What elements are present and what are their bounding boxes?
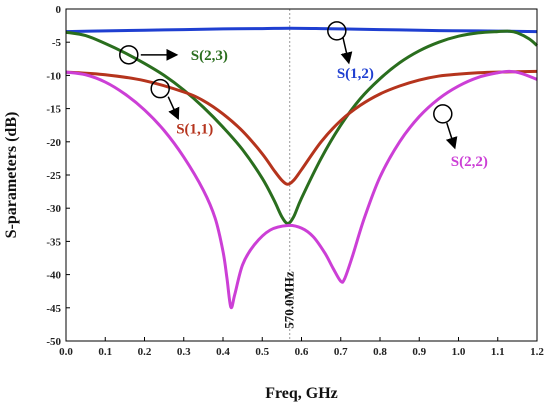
x-tick-label: 0.1: [98, 346, 112, 358]
x-tick-label: 0.6: [295, 346, 309, 358]
annotation-circle: [119, 45, 139, 65]
x-tick-label: 0.2: [138, 346, 152, 358]
y-tick-label: -15: [46, 104, 61, 116]
x-tick-label: 1.1: [491, 346, 505, 358]
annotation-circle: [433, 104, 453, 124]
annotation-arrow: [167, 96, 180, 121]
series-line-12: [65, 26, 538, 34]
x-axis-title: Freq, GHz: [265, 385, 338, 402]
x-tick-label: 0.4: [216, 346, 230, 358]
y-tick-label: -35: [46, 236, 61, 248]
y-tick-label: -40: [46, 270, 61, 282]
y-tick-label: -25: [46, 170, 61, 182]
annotation-arrow: [340, 36, 353, 65]
series-label: S(1,2): [337, 66, 374, 82]
series-line-23: [65, 29, 538, 225]
annotation-arrow: [445, 122, 458, 150]
y-tick-label: -10: [46, 70, 61, 82]
y-tick-label: -5: [52, 37, 62, 49]
y-axis-ticks: 0 -5 -10 -15 -20 -25 -30 -35 -40 -45 -50: [46, 4, 70, 348]
x-tick-label: 0.9: [412, 346, 426, 358]
series-label: S(2,3): [191, 48, 228, 64]
annotation-circle: [327, 21, 347, 41]
y-tick-label: -50: [46, 336, 61, 348]
annotation-circle: [150, 78, 170, 99]
series-lines: [65, 26, 538, 310]
x-tick-label: 0.8: [373, 346, 387, 358]
x-tick-label: 0.3: [177, 346, 191, 358]
y-axis-title: S-parameters (dB): [3, 112, 20, 239]
series-line-22: [65, 69, 538, 310]
y-tick-label: -30: [46, 203, 61, 215]
y-tick-label: -45: [46, 303, 61, 315]
x-tick-label: 0.5: [255, 346, 269, 358]
x-tick-label: 1.0: [452, 346, 466, 358]
series-label: S(2,2): [451, 154, 488, 170]
x-tick-label: 0.7: [334, 346, 348, 358]
x-tick-label: 1.2: [530, 346, 544, 358]
x-tick-label: 0.0: [59, 346, 73, 358]
frequency-marker-label: 570.0MHz: [282, 271, 297, 329]
y-tick-label: -20: [46, 137, 61, 149]
series-label: S(1,1): [176, 122, 213, 138]
series-annotations: S(1,2) S(2,3) S(1,1) S(2,2): [119, 21, 488, 170]
plot-frame: [65, 8, 538, 342]
x-axis-ticks: 0.0 0.1 0.2 0.3 0.4 0.5 0.6 0.7 0.8 0.9 1.0 1.1 1.2: [59, 337, 544, 358]
y-tick-label: 0: [56, 4, 62, 16]
series-line-11: [65, 69, 538, 186]
